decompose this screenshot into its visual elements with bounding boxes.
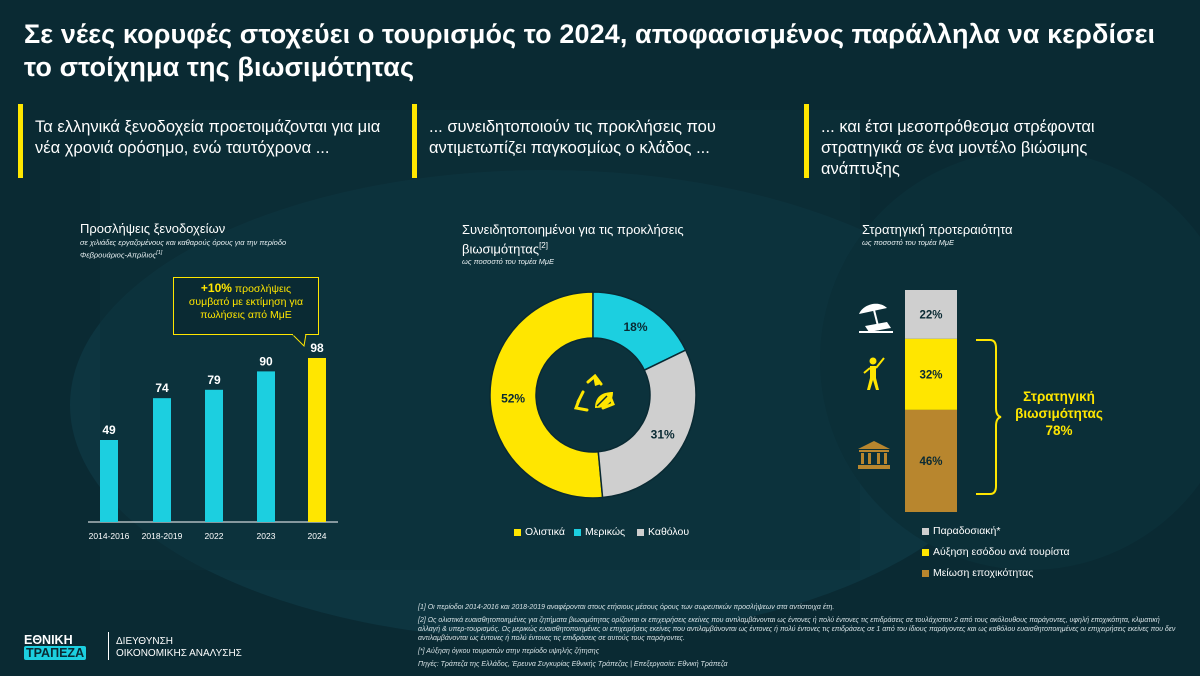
department-line1: ΔΙΕΥΘΥΝΣΗ <box>116 636 173 647</box>
legend-swatch-partial <box>574 528 581 536</box>
bracket-label-line1: Στρατηγική <box>1023 389 1095 404</box>
column-heading-2: ... συνειδητοποιούν τις προκλήσεις που α… <box>412 104 772 178</box>
hiring-bar <box>153 398 171 522</box>
legend-swatch-none <box>637 528 644 536</box>
footnote-source: Πηγές: Τράπεζα της Ελλάδος, Έρευνα Συγκυ… <box>418 661 728 668</box>
donut-chart-subtitle: ως ποσοστό του τομέα ΜμΕ <box>462 257 555 266</box>
bank-logo-line2: ΤΡΑΠΕΖΑ <box>24 646 87 660</box>
strategy-segment-label: 46% <box>919 456 942 468</box>
strategy-segment-label: 22% <box>919 309 942 321</box>
callout-line2: συμβατό με εκτίμηση για <box>188 296 304 308</box>
callout-pointer <box>291 334 307 348</box>
legend-swatch-holistic <box>514 528 521 536</box>
strategy-segment <box>905 290 957 339</box>
donut-slice <box>597 349 697 499</box>
bracket-label-line2: βιωσιμότητας <box>1015 406 1103 421</box>
donut-title-ref: [2] <box>539 241 548 250</box>
donut-chart-title: Συνειδητοποιημένοι για τις προκλήσεις βι… <box>462 222 722 257</box>
hiring-bar-value: 49 <box>102 423 116 437</box>
legend-item-holistic: Ολιστικά <box>514 526 565 538</box>
hiring-bar <box>308 358 326 522</box>
donut-slice-label: 52% <box>501 392 525 406</box>
legend-item-none: Καθόλου <box>637 526 689 538</box>
strategy-chart-subtitle: ως ποσοστό του τομέα ΜμΕ <box>862 238 955 247</box>
legend-item-seasonality: Μείωση εποχικότητας <box>922 567 1033 579</box>
strategy-segment <box>905 338 957 410</box>
legend-label-none: Καθόλου <box>648 526 690 538</box>
sustainability-donut-chart: 52% 18% 31% <box>489 291 697 499</box>
legend-label-holistic: Ολιστικά <box>525 526 565 538</box>
hiring-category-label: 2018-2019 <box>142 531 183 541</box>
strategy-segment <box>905 409 957 512</box>
logo-divider <box>108 632 109 660</box>
callout-text: προσλήψεις <box>234 283 292 295</box>
donut-slice-label: 18% <box>623 320 647 334</box>
strategy-stacked-bar: 22% 32% 46% <box>905 290 957 512</box>
recycle-leaf-icon <box>573 374 615 412</box>
legend-label-seasonality: Μείωση εποχικότητας <box>933 567 1034 579</box>
legend-label-partial: Μερικώς <box>585 526 626 538</box>
bracket-label-value: 78% <box>1045 423 1073 438</box>
hiring-callout: +10% προσλήψεις συμβατό με εκτίμηση για … <box>173 277 319 335</box>
hiring-chart-title: Προσλήψεις ξενοδοχείων <box>80 221 226 236</box>
hiring-chart-subtitle-line2: Φεβρουάριος-Απρίλιος <box>80 250 157 260</box>
department-line2: ΟΙΚΟΝΟΜΙΚΗΣ ΑΝΑΛΥΣΗΣ <box>116 648 242 659</box>
legend-swatch-seasonality <box>922 569 929 577</box>
hiring-bar-value: 90 <box>259 354 273 368</box>
strategy-chart-title: Στρατηγική προτεραιότητα <box>862 222 1013 237</box>
legend-item-partial: Μερικώς <box>574 526 625 538</box>
hiring-bar-chart: 49 2014-2016 74 2018-2019 79 2022 90 2023 98 2024 <box>88 341 338 541</box>
hiring-bar-value: 98 <box>310 341 324 355</box>
museum-icon <box>858 441 890 469</box>
donut-slice <box>489 291 604 499</box>
footnote-2: [2] Ως ολιστικά ευαισθητοποιημένες για ζ… <box>418 617 1176 642</box>
hiring-category-label: 2022 <box>205 531 224 541</box>
strategy-segment-label: 32% <box>919 369 942 381</box>
page-title: Σε νέες κορυφές στοχεύει ο τουρισμός το … <box>24 19 1156 82</box>
hiring-chart-subtitle-ref: [1] <box>156 250 163 256</box>
column-heading-1: Τα ελληνικά ξενοδοχεία προετοιμάζονται γ… <box>18 104 388 178</box>
column-heading-3: ... και έτσι μεσοπρόθεσμα στρέφονται στρ… <box>804 104 1164 178</box>
hiring-bar <box>205 389 223 522</box>
legend-item-traditional: Παραδοσιακή* <box>922 525 1000 537</box>
donut-slice-label: 31% <box>651 427 675 441</box>
footnote-3: [*] Αύξηση όγκου τουριστών στην περίοδο … <box>418 648 600 655</box>
hiring-category-label: 2014-2016 <box>89 531 130 541</box>
hiring-bar-value: 74 <box>155 381 169 395</box>
legend-swatch-revenue <box>922 548 929 556</box>
hiring-category-label: 2024 <box>308 531 327 541</box>
background-panel <box>100 110 860 570</box>
bracket-label: Στρατηγική βιωσιμότητας 78% <box>1004 388 1114 439</box>
bank-logo: ΕΘΝΙΚΗ ΤΡΑΠΕΖΑ <box>24 633 87 660</box>
hiring-chart-subtitle-line1: σε χιλιάδες εργαζομένους και καθαρούς όρ… <box>80 238 287 247</box>
legend-label-traditional: Παραδοσιακή* <box>933 525 1001 537</box>
sustainability-bracket <box>976 339 1002 495</box>
legend-swatch-traditional <box>922 527 929 535</box>
hiring-bar <box>100 440 118 522</box>
hiring-bar-value: 79 <box>207 373 221 387</box>
hiring-chart-subtitle: σε χιλιάδες εργαζομένους και καθαρούς όρ… <box>80 238 310 261</box>
donut-title-line1: Συνειδητοποιημένοι για τις προκλήσεις <box>462 222 684 237</box>
legend-label-revenue: Αύξηση εσόδου ανά τουρίστα <box>933 546 1070 558</box>
footnote-1: [1] Οι περίοδοι 2014-2016 και 2018-2019 … <box>418 604 835 611</box>
callout-line3: πωλήσεις από ΜμΕ <box>200 309 292 321</box>
hiring-bar <box>257 371 275 522</box>
hiring-category-label: 2023 <box>257 531 276 541</box>
beach-umbrella-icon <box>859 303 893 333</box>
golfer-icon <box>863 357 885 390</box>
bank-logo-line1: ΕΘΝΙΚΗ <box>24 633 73 647</box>
department-name: ΔΙΕΥΘΥΝΣΗ ΟΙΚΟΝΟΜΙΚΗΣ ΑΝΑΛΥΣΗΣ <box>116 636 242 660</box>
callout-percent: +10% <box>200 281 232 295</box>
donut-title-line2: βιωσιμότητας <box>462 241 540 257</box>
legend-item-revenue: Αύξηση εσόδου ανά τουρίστα <box>922 546 1070 558</box>
